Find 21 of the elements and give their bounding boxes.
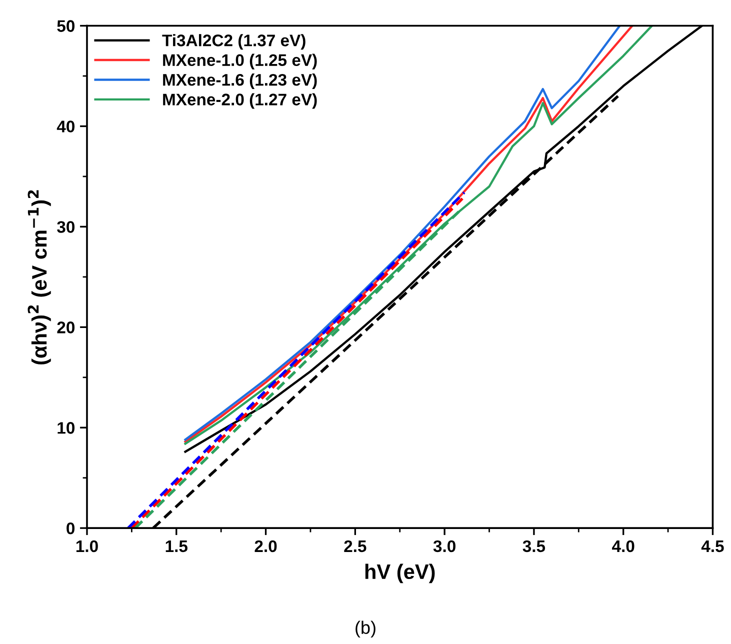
x-tick-label: 2.0 <box>254 540 277 552</box>
x-tick-label: 1.5 <box>166 540 188 552</box>
y-tick-label: 50 <box>57 20 74 32</box>
y-tick-label: 20 <box>57 322 74 334</box>
x-tick-label: 4.0 <box>612 540 634 552</box>
y-axis-title: (αhν)$^{2}$ (eV cm$^{−1}$)$^{2}$ <box>28 190 51 364</box>
x-tick-label: 2.5 <box>344 540 366 552</box>
legend-label: MXene-2.0 (1.27 eV) <box>163 93 317 109</box>
y-tick-label: 40 <box>56 120 74 132</box>
x-tick-label: 4.5 <box>701 540 724 552</box>
y-tick-label: 10 <box>58 422 74 434</box>
legend-label: Ti3Al2C2 (1.37 eV) <box>162 34 306 50</box>
legend-label: MXene-1.0 (1.25 eV) <box>163 54 317 70</box>
x-tick-label: 1.0 <box>76 540 98 552</box>
x-axis-title: hV (eV) <box>365 564 435 584</box>
legend-label: MXene-1.6 (1.23 eV) <box>163 74 317 90</box>
x-tick-label: 3.0 <box>433 540 456 552</box>
y-tick-label: 0 <box>66 522 74 534</box>
text: (b) <box>356 620 376 638</box>
x-tick-label: 3.5 <box>522 540 546 552</box>
y-tick-label: 30 <box>57 221 74 233</box>
